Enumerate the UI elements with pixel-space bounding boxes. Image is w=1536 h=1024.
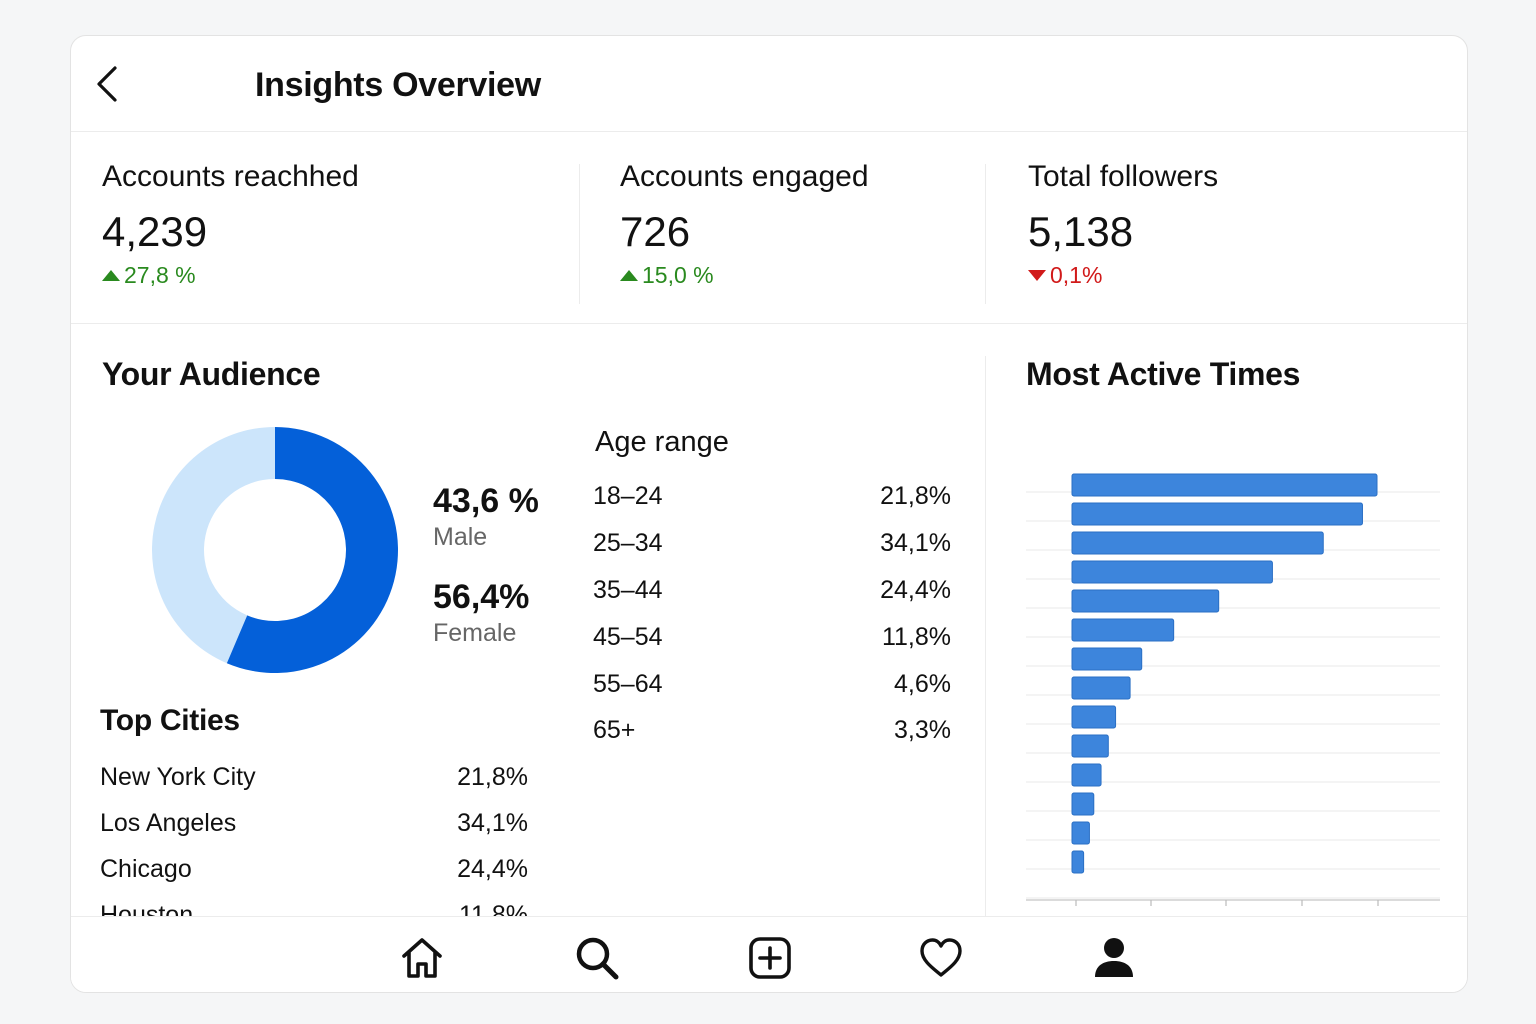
stat-delta-value: 0,1% xyxy=(1050,262,1103,288)
male-label: Male xyxy=(433,523,488,551)
stat-accounts-reached[interactable]: Accounts reachhed 4,239 27,8 % xyxy=(102,160,359,289)
divider xyxy=(985,356,986,916)
active-times-bar-chart: Day7141521 xyxy=(1026,473,1440,906)
city-row: New York City 21,8% xyxy=(100,763,528,792)
stat-label: Accounts engaged xyxy=(620,160,869,193)
active-times-title: Most Active Times xyxy=(1026,356,1301,392)
profile-icon[interactable] xyxy=(1091,935,1137,981)
stat-accounts-engaged[interactable]: Accounts engaged 726 15,0 % xyxy=(620,160,869,289)
insights-card: Insights Overview Accounts reachhed 4,23… xyxy=(70,35,1468,993)
bar xyxy=(1071,734,1109,758)
city-row: Los Angeles 34,1% xyxy=(100,809,528,838)
city-name: Chicago xyxy=(100,855,192,883)
arrow-up-icon xyxy=(620,270,638,281)
bar xyxy=(1071,821,1090,845)
age-range-value: 3,3% xyxy=(894,716,951,744)
chevron-left-icon[interactable] xyxy=(93,64,127,104)
bar xyxy=(1071,850,1085,874)
age-range-value: 21,8% xyxy=(880,482,951,510)
age-range-label: 45–54 xyxy=(593,623,663,651)
stat-delta-value: 27,8 % xyxy=(124,262,196,288)
stat-total-followers[interactable]: Total followers 5,138 0,1% xyxy=(1028,160,1218,289)
bar xyxy=(1071,589,1220,613)
age-range-value: 24,4% xyxy=(880,576,951,604)
page-title: Insights Overview xyxy=(255,66,541,104)
add-post-icon[interactable] xyxy=(747,935,793,981)
stat-value: 726 xyxy=(620,208,691,255)
stat-delta-value: 15,0 % xyxy=(642,262,714,288)
stat-delta: 15,0 % xyxy=(620,262,869,289)
stat-label: Accounts reachhed xyxy=(102,160,359,193)
age-row: 25–34 34,1% xyxy=(593,529,951,558)
city-row: Chicago 24,4% xyxy=(100,855,528,884)
bar xyxy=(1071,647,1143,671)
age-range-value: 11,8% xyxy=(881,623,951,651)
age-range-value: 34,1% xyxy=(880,529,951,557)
city-name: New York City xyxy=(100,763,256,791)
donut-segment-male xyxy=(152,427,275,664)
age-range-title: Age range xyxy=(595,426,729,458)
bottom-nav xyxy=(71,916,1467,992)
age-range-label: 25–34 xyxy=(593,529,663,557)
city-name: Los Angeles xyxy=(100,809,237,837)
bar xyxy=(1071,705,1117,729)
city-value: 24,4% xyxy=(457,855,528,883)
bar xyxy=(1071,502,1363,526)
arrow-up-icon xyxy=(102,270,120,281)
age-row: 35–44 24,4% xyxy=(593,576,951,605)
stat-value: 5,138 xyxy=(1028,208,1134,255)
female-percent: 56,4% xyxy=(433,578,530,616)
stat-value: 4,239 xyxy=(102,208,208,255)
female-label: Female xyxy=(433,619,517,647)
bar xyxy=(1071,560,1273,584)
city-value: 34,1% xyxy=(457,809,528,837)
search-icon[interactable] xyxy=(574,935,620,981)
stats-row: Accounts reachhed 4,239 27,8 % Accounts … xyxy=(71,132,1467,324)
bar xyxy=(1071,792,1095,816)
divider xyxy=(579,164,580,304)
bar xyxy=(1071,676,1131,700)
age-range-label: 55–64 xyxy=(593,670,663,698)
donut-segment-female xyxy=(226,427,398,673)
bar xyxy=(1071,763,1102,787)
age-range-label: 18–24 xyxy=(593,482,663,510)
stat-delta: 27,8 % xyxy=(102,262,359,289)
divider xyxy=(985,164,986,304)
age-row: 55–64 4,6% xyxy=(593,670,951,699)
age-row: 45–54 11,8% xyxy=(593,623,951,652)
gender-female: 56,4% Female xyxy=(433,578,529,648)
header: Insights Overview xyxy=(71,36,1467,132)
arrow-down-icon xyxy=(1028,270,1046,281)
age-row: 18–24 21,8% xyxy=(593,482,951,511)
male-percent: 43,6 % xyxy=(433,482,539,520)
age-range-value: 4,6% xyxy=(894,670,951,698)
bar xyxy=(1071,618,1175,642)
heart-icon[interactable] xyxy=(918,935,964,981)
age-row: 65+ 3,3% xyxy=(593,716,951,745)
gender-donut-chart xyxy=(152,427,398,673)
stat-delta: 0,1% xyxy=(1028,262,1218,289)
stat-label: Total followers xyxy=(1028,160,1219,193)
home-icon[interactable] xyxy=(399,935,445,981)
gender-male: 43,6 % Male xyxy=(433,482,539,552)
bar xyxy=(1071,531,1324,555)
city-value: 21,8% xyxy=(457,763,528,791)
top-cities-title: Top Cities xyxy=(100,704,240,737)
audience-title: Your Audience xyxy=(102,356,321,392)
bar xyxy=(1071,473,1378,497)
age-range-label: 35–44 xyxy=(593,576,663,604)
age-range-label: 65+ xyxy=(593,716,636,744)
